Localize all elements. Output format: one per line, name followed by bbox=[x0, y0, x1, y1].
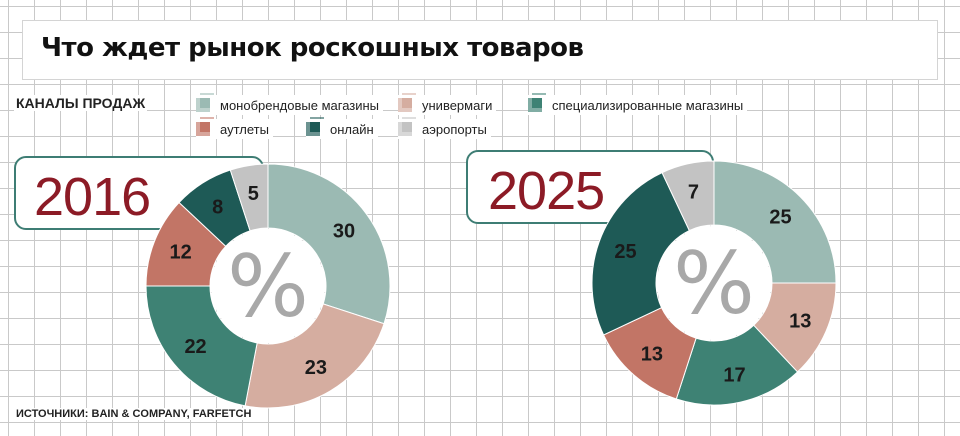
percent-symbol: % bbox=[673, 234, 755, 334]
slice-value-label: 23 bbox=[305, 357, 327, 379]
slice-department bbox=[244, 303, 385, 409]
percent-symbol: % bbox=[227, 237, 309, 337]
slice-value-label: 30 bbox=[333, 221, 355, 243]
title-box: Что ждет рынок роскошных товаров bbox=[22, 20, 938, 80]
slice-value-label: 8 bbox=[212, 197, 223, 219]
legend-label: онлайн bbox=[330, 121, 374, 137]
slice-value-label: 12 bbox=[169, 241, 191, 263]
slice-value-label: 13 bbox=[641, 344, 663, 366]
slice-value-label: 5 bbox=[248, 183, 259, 205]
slice-online bbox=[591, 171, 690, 336]
year-label-2016: 2016 bbox=[34, 167, 151, 227]
slice-airports bbox=[661, 160, 715, 232]
slice-monobrand bbox=[713, 160, 837, 284]
slice-value-label: 25 bbox=[614, 241, 636, 263]
page-title: Что ждет рынок роскошных товаров bbox=[41, 33, 584, 63]
year-label-2025: 2025 bbox=[488, 161, 605, 221]
slice-value-label: 13 bbox=[789, 310, 811, 332]
legend-title: КАНАЛЫ ПРОДАЖ bbox=[14, 95, 148, 111]
slice-specialized bbox=[675, 324, 799, 406]
legend-label: специализированные магазины bbox=[552, 97, 744, 113]
slice-value-label: 7 bbox=[688, 181, 699, 203]
slice-value-label: 17 bbox=[723, 365, 745, 387]
slice-specialized bbox=[145, 285, 258, 407]
legend-item-department: универмаги bbox=[398, 93, 497, 115]
legend-item-outlets: аутлеты bbox=[196, 117, 273, 139]
legend-item-online: онлайн bbox=[306, 117, 378, 139]
source-note: ИСТОЧНИКИ: BAIN & COMPANY, FARFETCH bbox=[14, 408, 254, 420]
legend-label: монобрендовые магазины bbox=[220, 97, 380, 113]
donut-2016: 30 23 22 12 8 5% bbox=[145, 163, 391, 409]
legend-item-specialized: специализированные магазины bbox=[528, 93, 748, 115]
slice-monobrand bbox=[267, 163, 391, 325]
slice-value-label: 22 bbox=[184, 336, 206, 358]
slice-value-label: 25 bbox=[769, 207, 791, 229]
donut-hole bbox=[211, 229, 325, 343]
legend-label: аутлеты bbox=[220, 121, 269, 137]
donut-2025: 25 13 17 13 25 7% bbox=[591, 160, 837, 406]
donut-hole bbox=[657, 226, 771, 340]
legend-label: универмаги bbox=[422, 97, 493, 113]
legend-label: аэропорты bbox=[422, 121, 487, 137]
slice-airports bbox=[229, 163, 269, 232]
legend-item-airports: аэропорты bbox=[398, 117, 491, 139]
legend-item-monobrand: монобрендовые магазины bbox=[196, 93, 384, 115]
